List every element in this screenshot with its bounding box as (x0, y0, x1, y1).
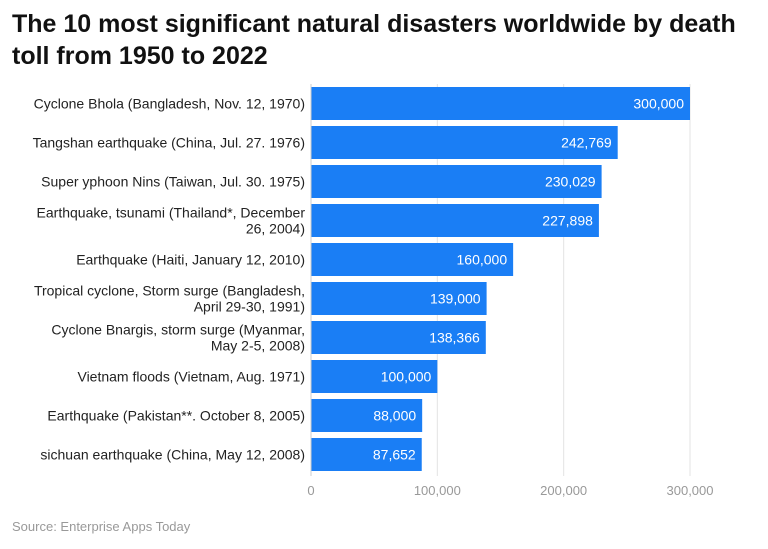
data-label: 139,000 (430, 291, 481, 307)
category-label: Tropical cyclone, Storm surge (Banglades… (34, 283, 305, 299)
data-label: 300,000 (633, 96, 684, 112)
category-label: May 2-5, 2008) (211, 338, 305, 354)
bar (311, 243, 514, 276)
bar (311, 204, 599, 237)
category-label: Cyclone Bhola (Bangladesh, Nov. 12, 1970… (34, 96, 305, 112)
x-tick-label: 300,000 (667, 483, 714, 498)
data-label: 88,000 (373, 408, 416, 424)
category-label: April 29-30, 1991) (194, 299, 305, 315)
data-label: 87,652 (373, 447, 416, 463)
bar (311, 282, 487, 315)
x-tick-label: 100,000 (414, 483, 461, 498)
bar (311, 165, 602, 198)
chart-title: The 10 most significant natural disaster… (12, 10, 736, 70)
data-label: 160,000 (457, 252, 508, 268)
bar (311, 438, 422, 471)
data-label: 100,000 (381, 369, 432, 385)
data-label: 242,769 (561, 135, 612, 151)
category-label: Cyclone Bnargis, storm surge (Myanmar, (51, 322, 305, 338)
category-label: Earthquake (Haiti, January 12, 2010) (76, 252, 305, 268)
source-note: Source: Enterprise Apps Today (12, 519, 191, 534)
bar (311, 126, 618, 159)
category-label: Vietnam floods (Vietnam, Aug. 1971) (77, 369, 305, 385)
category-label: Earthquake (Pakistan**. October 8, 2005) (47, 408, 305, 424)
x-tick-label: 0 (307, 483, 314, 498)
bar (311, 87, 690, 120)
bar (311, 360, 438, 393)
bar (311, 321, 486, 354)
category-label: sichuan earthquake (China, May 12, 2008) (40, 447, 305, 463)
x-tick-label: 200,000 (540, 483, 587, 498)
data-label: 230,029 (545, 174, 596, 190)
category-label: 26, 2004) (246, 221, 305, 237)
data-label: 227,898 (542, 213, 593, 229)
bar (311, 399, 423, 432)
category-label: Tangshan earthquake (China, Jul. 27. 197… (33, 135, 305, 151)
category-label: Super yphoon Nins (Taiwan, Jul. 30. 1975… (41, 174, 305, 190)
data-label: 138,366 (429, 330, 480, 346)
category-label: Earthquake, tsunami (Thailand*, December (37, 205, 306, 221)
